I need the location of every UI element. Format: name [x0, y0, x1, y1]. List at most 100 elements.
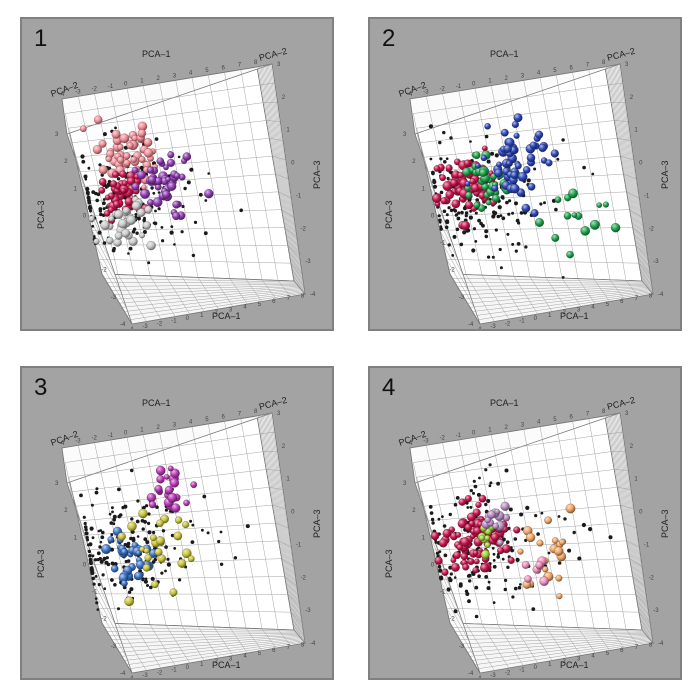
- scatter-point: [207, 172, 210, 175]
- scatter-point: [492, 559, 496, 562]
- z-tick-label-left: 3: [55, 132, 59, 138]
- scatter-point: [446, 587, 451, 592]
- x-tick-label-top: 4: [189, 420, 193, 426]
- x-tick-label: 5: [258, 302, 262, 308]
- gridline: [129, 641, 305, 670]
- scatter-sphere: [138, 156, 146, 163]
- scatter-point: [567, 548, 572, 553]
- gridline: [439, 579, 464, 626]
- scatter-point: [466, 506, 470, 509]
- scatter-sphere: [465, 191, 473, 199]
- scatter-sphere: [542, 566, 549, 573]
- scatter-point: [157, 207, 161, 211]
- scatter-point: [492, 211, 497, 216]
- x-tick-label: 4: [243, 305, 247, 311]
- scatter-point: [508, 507, 513, 512]
- x-tick-label: 4: [591, 654, 595, 660]
- scatter-point: [166, 562, 171, 567]
- scatter-point: [432, 179, 437, 185]
- x-tick-label-top: 4: [537, 420, 541, 426]
- scatter-point: [491, 546, 495, 550]
- scatter-point: [110, 506, 114, 510]
- scatter-sphere: [182, 521, 190, 529]
- y-axis-label-right: PCA–2: [258, 395, 288, 412]
- scatter-point: [501, 216, 506, 221]
- scatter-point: [516, 242, 521, 246]
- scatter-sphere: [465, 201, 474, 210]
- gridline: [423, 157, 437, 198]
- scatter-point: [453, 609, 458, 614]
- scatter-point: [464, 211, 469, 215]
- scatter-sphere: [181, 548, 192, 559]
- scatter-sphere: [139, 232, 146, 239]
- scatter-sphere: [163, 164, 169, 171]
- scatter-sphere: [93, 238, 100, 245]
- x-tick-label-top: -4: [407, 92, 413, 98]
- scatter-point: [117, 487, 121, 492]
- scatter-sphere: [131, 200, 142, 211]
- scatter-point: [99, 212, 103, 217]
- scatter-sphere: [143, 138, 153, 147]
- gridline: [270, 413, 305, 642]
- scatter-sphere: [167, 492, 178, 503]
- x-tick-label-top: 5: [553, 417, 557, 423]
- x-tick-label: 8: [649, 642, 653, 648]
- scatter-point: [201, 528, 204, 532]
- scatter-point: [141, 527, 145, 531]
- scatter-point: [164, 569, 167, 573]
- z-tick-label: 1: [286, 128, 290, 134]
- scatter-point: [147, 530, 152, 535]
- scatter-point: [81, 159, 86, 164]
- x-tick-label: 6: [272, 299, 276, 305]
- scatter-sphere: [121, 180, 128, 187]
- x-tick-label: -1: [519, 668, 525, 674]
- scatter-point: [504, 578, 508, 582]
- scatter-point: [503, 587, 507, 592]
- x-tick-label-top: 4: [189, 71, 193, 77]
- x-tick-label-top: 2: [157, 76, 161, 82]
- scatter-point: [486, 499, 491, 503]
- scatter-point: [474, 240, 478, 243]
- scatter-sphere: [173, 531, 183, 541]
- z-tick-label: 3: [625, 62, 629, 68]
- scatter-sphere: [433, 165, 441, 172]
- scatter-point: [129, 587, 134, 592]
- scatter-point: [446, 176, 450, 181]
- scatter-point: [443, 553, 448, 558]
- scatter-sphere: [130, 156, 137, 163]
- scatter-point: [588, 527, 593, 532]
- scatter-sphere: [124, 596, 135, 607]
- gridline: [618, 64, 653, 293]
- x-tick-label-top: -1: [456, 84, 462, 90]
- scatter-sphere: [187, 555, 195, 563]
- scatter-point: [462, 230, 467, 235]
- scatter-point: [127, 252, 130, 255]
- scatter-point: [511, 211, 515, 215]
- gridline: [287, 245, 300, 256]
- scatter-point: [110, 533, 114, 537]
- scatter-point: [445, 157, 449, 160]
- x-tick-label-top: 8: [602, 60, 606, 66]
- scatter-point: [429, 511, 434, 515]
- scatter-sphere: [513, 113, 523, 123]
- scatter-point: [494, 153, 499, 158]
- scatter-sphere: [550, 149, 559, 158]
- scatter-sphere: [93, 115, 103, 125]
- scatter-point: [439, 190, 444, 195]
- x-tick-label: -1: [171, 668, 177, 674]
- scatter-point: [489, 481, 493, 485]
- scatter-sphere: [478, 534, 485, 541]
- scatter-sphere: [526, 153, 536, 163]
- points: [428, 113, 621, 279]
- scatter-point: [123, 542, 128, 547]
- scatter-point: [540, 511, 544, 515]
- z-tick-label-left: -4: [468, 671, 474, 677]
- scatter-panel-1: PCA–1PCA–1PCA–2PCA–2PCA–3PCA–3-4-3-2-101…: [20, 17, 334, 331]
- scatter-point: [110, 578, 114, 582]
- scatter-point: [591, 172, 595, 176]
- scatter-point: [102, 198, 106, 201]
- scatter-sphere: [500, 501, 510, 511]
- scatter-sphere: [544, 516, 552, 525]
- scatter-sphere: [536, 539, 544, 547]
- x-tick-label: 1: [200, 313, 204, 319]
